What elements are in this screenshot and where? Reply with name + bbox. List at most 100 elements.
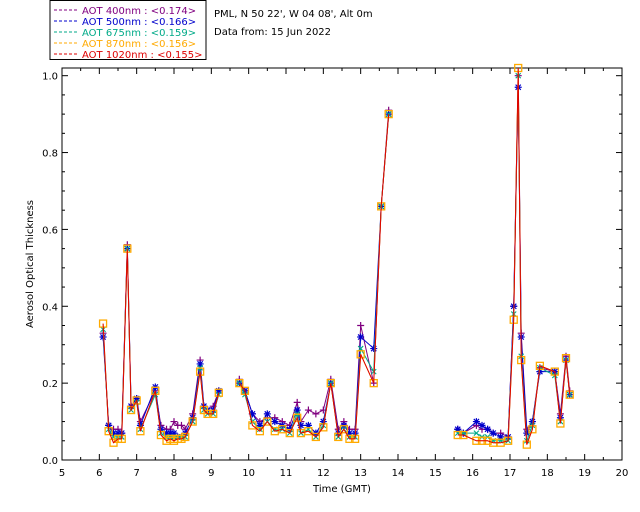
- series-2: [100, 72, 573, 444]
- series-line: [238, 114, 390, 439]
- x-tick-label: 10: [242, 468, 255, 479]
- legend-entry: AOT 400nm : <0.174>: [82, 6, 196, 17]
- data-point: [256, 421, 264, 429]
- data-point: [136, 421, 144, 429]
- series-line: [238, 110, 390, 431]
- data-point: [472, 418, 480, 426]
- data-point: [263, 417, 272, 426]
- series-4: [102, 67, 571, 445]
- series-1: [99, 83, 574, 441]
- x-tick-label: 7: [133, 468, 139, 479]
- data-point: [235, 378, 244, 388]
- y-tick-label: 0.6: [42, 225, 58, 236]
- x-tick-label: 19: [578, 468, 591, 479]
- legend-entry: AOT 1020nm : <0.155>: [82, 50, 202, 61]
- series-line: [238, 114, 390, 440]
- y-axis: 0.0 0.2 0.4 0.6 0.8 1.0: [42, 72, 622, 467]
- data-point: [304, 427, 313, 436]
- data-point: [114, 429, 122, 437]
- series-0: [99, 72, 574, 441]
- data-point: [293, 398, 301, 406]
- data-point: [319, 423, 328, 432]
- series-line: [238, 114, 390, 440]
- data-point: [357, 333, 365, 341]
- data-point: [196, 360, 204, 368]
- data-point: [157, 425, 165, 433]
- data-point: [293, 413, 302, 422]
- x-tick-label: 15: [429, 468, 442, 479]
- data-point: [133, 395, 141, 403]
- legend-entry: AOT 500nm : <0.166>: [82, 17, 196, 28]
- series-3: [98, 63, 574, 449]
- data-point: [473, 430, 480, 436]
- data-point: [285, 428, 294, 438]
- data-point: [166, 429, 174, 437]
- data-point: [181, 432, 190, 442]
- data-point: [110, 429, 118, 437]
- series-line: [102, 244, 220, 435]
- data-date-text: Data from: 15 Jun 2022: [214, 27, 331, 38]
- x-tick-label: 11: [280, 468, 293, 479]
- data-point: [339, 425, 349, 434]
- data-point: [454, 425, 462, 433]
- data-point: [497, 433, 505, 441]
- series-layer: [98, 63, 574, 449]
- series-line: [457, 87, 571, 438]
- legend-entry: AOT 870nm : <0.156>: [82, 39, 196, 50]
- y-tick-label: 1.0: [42, 72, 58, 83]
- plot-frame: [61, 67, 623, 461]
- x-tick-label: 20: [616, 468, 629, 479]
- data-point: [319, 418, 327, 426]
- data-point: [177, 421, 185, 429]
- series-line: [457, 75, 571, 442]
- data-point: [345, 429, 353, 437]
- data-point: [248, 421, 257, 430]
- data-point: [163, 429, 171, 437]
- x-tick-label: 9: [208, 468, 214, 479]
- data-point: [170, 429, 178, 437]
- data-point: [271, 418, 279, 426]
- legend-box: [49, 0, 207, 60]
- x-tick-label: 13: [354, 468, 367, 479]
- data-point: [304, 406, 312, 414]
- data-point: [255, 427, 265, 436]
- y-tick-label: 0.8: [42, 149, 58, 160]
- x-tick-label: 18: [541, 468, 554, 479]
- series-line: [457, 67, 571, 445]
- data-point: [263, 410, 271, 418]
- location-text: PML, N 50 22', W 04 08', Alt 0m: [214, 9, 373, 20]
- data-point: [214, 388, 223, 397]
- y-axis-label: Aerosol Optical Thickness: [25, 200, 36, 328]
- x-axis: 5 6 7 8 9 10 11 12 13 14 15 16 17 18 19 20: [59, 68, 629, 479]
- series-line: [457, 67, 571, 445]
- data-point: [304, 421, 312, 429]
- data-point: [370, 345, 378, 353]
- data-point: [297, 421, 305, 429]
- series-line: [102, 248, 220, 444]
- data-point: [523, 429, 531, 437]
- y-tick-label: 0.2: [42, 379, 58, 390]
- data-point: [240, 386, 250, 395]
- data-point: [312, 410, 320, 418]
- x-tick-label: 14: [392, 468, 405, 479]
- data-point: [484, 425, 492, 433]
- series-line: [457, 75, 571, 438]
- x-tick-label: 12: [317, 468, 330, 479]
- x-tick-label: 6: [96, 468, 102, 479]
- data-point: [170, 418, 178, 426]
- x-tick-label: 5: [59, 468, 65, 479]
- data-point: [293, 406, 301, 414]
- data-point: [248, 410, 256, 418]
- y-tick-label: 0.4: [42, 302, 58, 313]
- data-point: [478, 421, 486, 429]
- legend-entry: AOT 675nm : <0.159>: [82, 28, 196, 39]
- data-point: [357, 321, 365, 329]
- data-point: [188, 417, 197, 426]
- data-point: [215, 387, 223, 395]
- x-tick-label: 17: [504, 468, 517, 479]
- x-axis-label: Time (GMT): [312, 484, 371, 495]
- x-tick-label: 8: [171, 468, 177, 479]
- series-line: [238, 114, 390, 435]
- x-tick-label: 16: [466, 468, 479, 479]
